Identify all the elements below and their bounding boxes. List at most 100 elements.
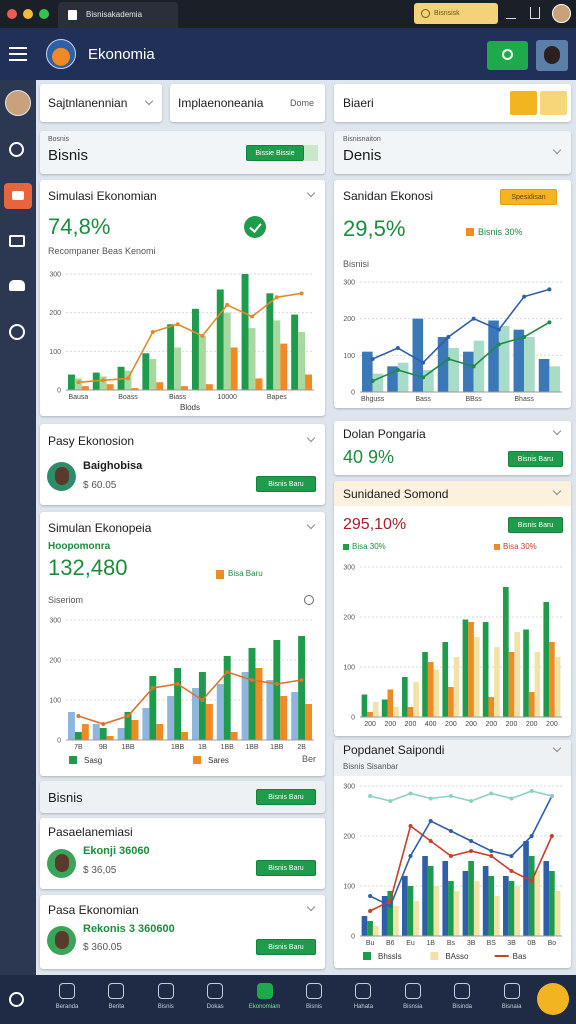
bar <box>453 657 460 717</box>
bar <box>273 640 281 740</box>
nav-item[interactable]: Berita <box>93 983 139 1010</box>
nav-item[interactable]: Bisnsia <box>390 983 436 1010</box>
bar <box>549 366 560 392</box>
x-tick-label: 1BB <box>121 744 135 751</box>
fab[interactable] <box>537 983 569 1015</box>
cards-nav[interactable] <box>9 235 27 253</box>
y-tick-label: 200 <box>343 615 355 622</box>
filter-dropdown[interactable]: Sajtnlanennian <box>40 84 162 122</box>
summary-card: Bosnis Bisnis Bissie Bissie <box>40 131 325 174</box>
bar <box>402 677 408 717</box>
nav-item[interactable]: Bisnaia <box>489 983 535 1010</box>
card-button[interactable]: Bisnis Baru <box>256 860 316 876</box>
sidebar <box>0 80 36 975</box>
nav-item[interactable]: Bisinda <box>439 983 485 1010</box>
share-icon <box>530 7 540 19</box>
line-point <box>101 378 106 383</box>
filter-dropdown[interactable]: Biaeri <box>334 84 571 122</box>
active-nav[interactable] <box>4 183 32 209</box>
decor <box>306 520 316 530</box>
line-point <box>428 819 433 823</box>
x-tick-label: Boass <box>118 394 138 401</box>
bar <box>387 891 394 936</box>
y-tick-label: 300 <box>343 565 355 572</box>
bar <box>298 636 306 740</box>
bar <box>422 652 428 717</box>
bar <box>280 343 288 390</box>
bar <box>393 906 399 936</box>
line-point <box>388 799 393 803</box>
bar <box>508 652 515 717</box>
card-button[interactable]: Bisnis Baru <box>256 939 316 955</box>
legend-swatch <box>466 228 474 236</box>
kpi-value: 295,10% <box>343 516 407 533</box>
bar <box>255 378 263 390</box>
home-circle[interactable] <box>9 992 24 1007</box>
x-tick-label: 3B <box>467 940 476 947</box>
nav-icon <box>157 983 174 999</box>
search-field[interactable]: Bisnsisk <box>414 3 498 24</box>
bar <box>494 647 500 717</box>
y-tick-label: 0 <box>351 390 355 397</box>
bar <box>149 359 157 390</box>
x-tick-label: Bhguss <box>361 396 385 403</box>
line-point <box>509 869 514 873</box>
x-tick-label: BBss <box>465 396 482 403</box>
decor <box>9 235 25 247</box>
bar <box>142 708 150 740</box>
nav-item[interactable]: Bisnis <box>143 983 189 1010</box>
nav-item[interactable]: Hahata <box>340 983 386 1010</box>
card-caption: Bisnisi <box>343 259 370 269</box>
menu-icon[interactable] <box>9 47 27 61</box>
yellow-toggle[interactable] <box>540 91 567 115</box>
line-point <box>496 327 501 332</box>
bar <box>372 373 384 392</box>
line <box>369 824 553 912</box>
settings-nav[interactable] <box>9 324 27 342</box>
person-card: Pasa Ekonomian Rekonis 3 360600 $ 360.05… <box>40 895 325 969</box>
bar <box>468 622 474 717</box>
yellow-toggle[interactable] <box>510 91 537 115</box>
nav-item[interactable]: Beranda <box>44 983 90 1010</box>
bar <box>230 347 238 390</box>
bar <box>305 374 313 390</box>
legend-label: Sasg <box>84 756 102 765</box>
chart: 0 100 200 300 7B 9B 1BB 1BB 1B 1BB 1BB 1BB 2B Sasg Sar… <box>49 618 314 765</box>
filter-dropdown[interactable]: Implaenoneania Dome <box>170 84 325 122</box>
nav-item[interactable]: Dokas <box>192 983 238 1010</box>
nav-icon <box>207 983 224 999</box>
nav-item[interactable]: Bisnis <box>291 983 337 1010</box>
bar <box>149 676 157 740</box>
bar <box>198 335 206 390</box>
line-point <box>547 287 552 292</box>
legend-swatch <box>193 756 201 764</box>
decor <box>54 467 69 485</box>
bar <box>427 662 434 717</box>
card-button[interactable]: Bisnis Baru <box>256 476 316 492</box>
search-nav[interactable] <box>9 142 27 160</box>
card-button[interactable]: Bisnis Baru <box>508 451 563 467</box>
card-button[interactable]: Spesidisan <box>500 189 557 205</box>
card-button[interactable]: Bisnis Baru <box>256 789 316 805</box>
nav-icon <box>306 983 322 999</box>
nav-label: Bisnis <box>157 1004 174 1010</box>
bar <box>291 314 299 390</box>
line-point <box>428 796 433 801</box>
legend-swatch <box>363 952 371 960</box>
bar <box>549 642 555 717</box>
kpi-value: 132,480 <box>48 555 128 580</box>
bar <box>413 682 419 717</box>
car-nav[interactable] <box>9 280 27 298</box>
bar <box>124 712 132 740</box>
card-button[interactable]: Bissie Bissie <box>246 145 304 161</box>
action-button[interactable] <box>487 41 528 70</box>
nav-item[interactable]: Ekonomiam <box>242 983 288 1010</box>
bar <box>534 652 541 717</box>
bar <box>523 629 529 717</box>
search-text: Bisnsisk <box>434 10 460 17</box>
decor <box>12 191 24 200</box>
x-tick-label: Bhass <box>514 396 534 403</box>
card-button[interactable]: Bisnis Baru <box>508 517 563 533</box>
x-tick-label: B6 <box>386 940 395 947</box>
